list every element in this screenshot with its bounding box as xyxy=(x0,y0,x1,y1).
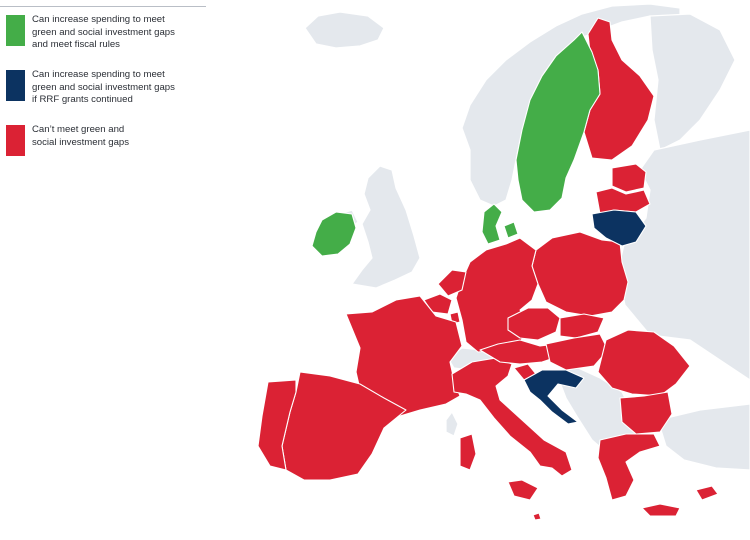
country-italy xyxy=(451,357,573,477)
country-croatia xyxy=(523,369,585,425)
country-denmark xyxy=(481,203,503,245)
turkey-land xyxy=(657,403,750,471)
legend-swatch-green xyxy=(6,15,25,46)
country-latvia xyxy=(595,187,651,215)
top-divider xyxy=(0,6,206,7)
great-britain-land xyxy=(350,165,421,289)
country-poland xyxy=(531,231,629,317)
iceland-land xyxy=(304,11,385,49)
country-crete xyxy=(641,503,681,517)
navy-countries xyxy=(523,209,647,425)
eastern-europe-land xyxy=(617,129,750,381)
legend-swatch-navy xyxy=(6,70,25,101)
country-denmark-islands xyxy=(503,221,519,239)
country-lithuania xyxy=(591,209,647,247)
country-sicily xyxy=(507,479,539,501)
country-greece xyxy=(597,433,661,501)
country-romania xyxy=(597,329,691,397)
legend-label: Can increase spending to meet green and … xyxy=(32,14,175,51)
country-slovakia xyxy=(559,313,605,339)
corsica-land xyxy=(445,410,459,437)
country-estonia xyxy=(611,163,647,193)
legend-label: Can increase spending to meet green and … xyxy=(32,69,175,106)
country-hungary xyxy=(545,333,609,371)
country-sweden xyxy=(515,31,601,213)
country-czechia xyxy=(507,307,561,341)
country-portugal xyxy=(257,379,297,471)
russia-kola-land xyxy=(649,13,736,151)
country-sardinia xyxy=(459,433,477,471)
country-ireland xyxy=(311,211,357,257)
country-malta xyxy=(532,512,542,521)
red-countries xyxy=(257,17,719,521)
legend-label: Can’t meet green and social investment g… xyxy=(32,124,130,148)
green-countries xyxy=(311,31,601,257)
country-netherlands xyxy=(437,269,467,297)
legend-swatch-red xyxy=(6,125,25,156)
country-cyprus xyxy=(695,485,719,501)
country-bulgaria xyxy=(619,391,673,435)
